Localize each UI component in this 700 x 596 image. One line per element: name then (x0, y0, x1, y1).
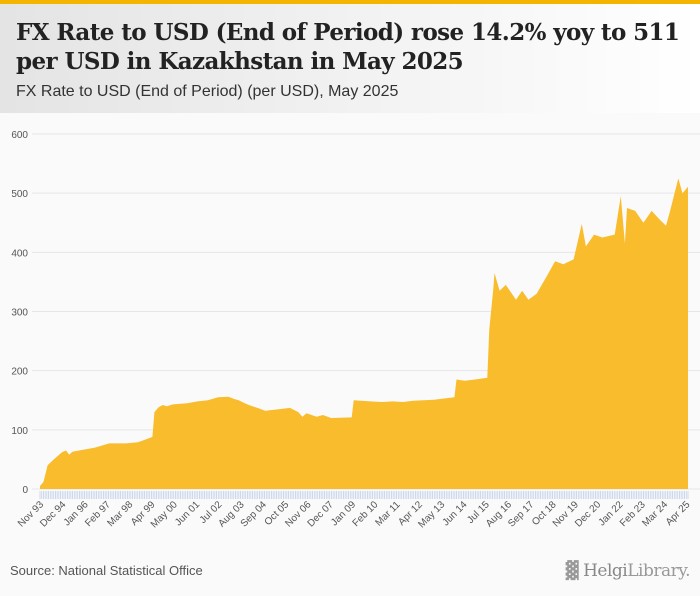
logo-icon: ▓ (565, 561, 584, 581)
x-tick-label: Mar 24 (640, 499, 670, 529)
x-tick-label: Dec 07 (306, 499, 336, 529)
helgi-library-logo[interactable]: ▓ HelgiLibrary. (565, 561, 691, 581)
chart-headline: FX Rate to USD (End of Period) rose 14.2… (16, 19, 680, 75)
accent-bar (0, 0, 700, 4)
y-tick-label: 100 (11, 426, 28, 437)
x-tick-label: Apr 25 (664, 499, 693, 528)
y-tick-label: 0 (22, 485, 28, 496)
x-tick-label: Mar 11 (373, 499, 403, 529)
x-tick-label: Mar 98 (105, 499, 135, 529)
y-tick-label: 400 (11, 248, 28, 259)
x-tick-label: Sep 04 (239, 499, 269, 529)
y-tick-label: 200 (11, 367, 28, 378)
chart-subtitle: FX Rate to USD (End of Period) (per USD)… (16, 83, 399, 100)
x-tick-label: Dec 20 (573, 499, 603, 529)
x-tick-label: Jun 01 (173, 499, 202, 528)
header: FX Rate to USD (End of Period) rose 14.2… (0, 4, 700, 113)
y-tick-label: 600 (11, 130, 28, 141)
y-tick-label: 300 (11, 308, 28, 319)
fx-rate-area (40, 178, 688, 489)
source-note: Source: National Statistical Office (10, 563, 203, 578)
x-tick-label: Jun 14 (441, 499, 470, 528)
y-tick-label: 500 (11, 189, 28, 200)
x-tick-label: Dec 94 (38, 499, 68, 529)
x-tick-label: Sep 17 (506, 499, 536, 529)
